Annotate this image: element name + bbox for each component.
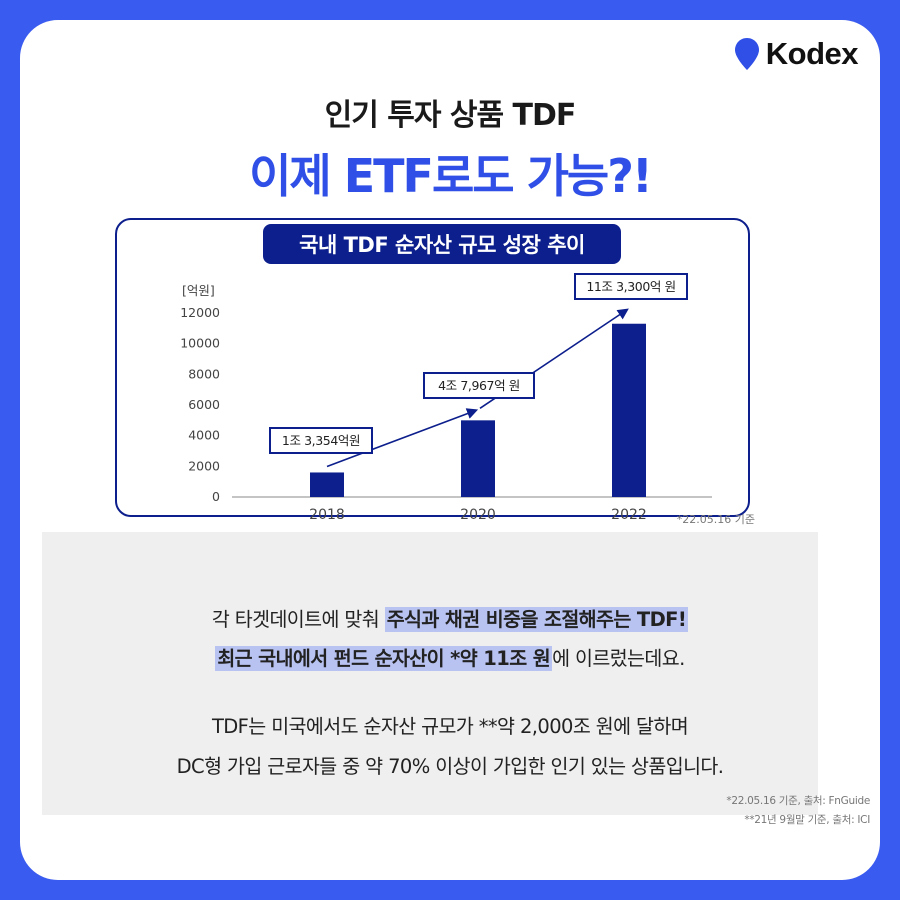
info-line-2-highlight: 최근 국내에서 펀드 순자산이 *약 11조 원 bbox=[215, 646, 553, 671]
x-tick-label: 2022 bbox=[611, 507, 647, 523]
page-subtitle: 인기 투자 상품 TDF bbox=[324, 98, 577, 133]
y-tick-label: 6000 bbox=[188, 397, 220, 412]
info-line-3: TDF는 미국에서도 순자산 규모가 **약 2,000조 원에 달하며 bbox=[211, 715, 689, 738]
data-label-box bbox=[574, 273, 688, 300]
info-line-2-text: 에 이르렀는데요. bbox=[552, 647, 685, 670]
data-label: 4조 7,967억 원 bbox=[438, 378, 520, 393]
chart-frame bbox=[115, 218, 750, 517]
brand-logo: Kodex bbox=[734, 36, 859, 72]
info-line-1: 각 타겟데이트에 맞춰 주식과 채권 비중을 조절해주는 TDF! bbox=[0, 601, 900, 638]
page-title: 이제 ETF로도 가능?! bbox=[249, 149, 653, 203]
source-note-2: **21년 9월말 기준, 출처: ICI bbox=[744, 814, 870, 826]
info-line-1-text: 각 타겟데이트에 맞춰 bbox=[211, 608, 385, 631]
bar-2018 bbox=[310, 472, 344, 497]
chart-title: 국내 TDF 순자산 규모 성장 추이 bbox=[263, 224, 621, 264]
chart-footnote: *22.05.16 기준 bbox=[677, 513, 755, 526]
data-label: 11조 3,300억 원 bbox=[586, 279, 675, 294]
y-tick-label: 8000 bbox=[188, 366, 220, 381]
x-tick-label: 2020 bbox=[460, 507, 496, 523]
y-tick-label: 12000 bbox=[180, 305, 220, 320]
data-label: 1조 3,354억원 bbox=[282, 433, 360, 448]
y-tick-label: 0 bbox=[212, 489, 220, 504]
bar-2020 bbox=[461, 420, 495, 497]
y-axis-label: [억원] bbox=[182, 283, 215, 298]
data-label-box bbox=[423, 372, 535, 399]
info-panel bbox=[42, 532, 818, 815]
y-tick-label: 4000 bbox=[188, 428, 220, 443]
data-label-box bbox=[269, 427, 373, 454]
y-tick-label: 10000 bbox=[180, 336, 220, 351]
trend-arrow-1 bbox=[326, 408, 479, 468]
bar-2022 bbox=[612, 323, 646, 497]
y-tick-label: 2000 bbox=[188, 458, 220, 473]
x-tick-label: 2018 bbox=[309, 507, 345, 523]
info-line-1-highlight: 주식과 채권 비중을 조절해주는 TDF! bbox=[384, 607, 689, 632]
source-note-1: *22.05.16 기준, 출처: FnGuide bbox=[726, 795, 870, 807]
info-line-4: DC형 가입 근로자들 중 약 70% 이상이 가입한 인기 있는 상품입니다. bbox=[176, 755, 724, 778]
brand-name: Kodex bbox=[765, 36, 859, 71]
location-pin-icon bbox=[734, 38, 759, 70]
